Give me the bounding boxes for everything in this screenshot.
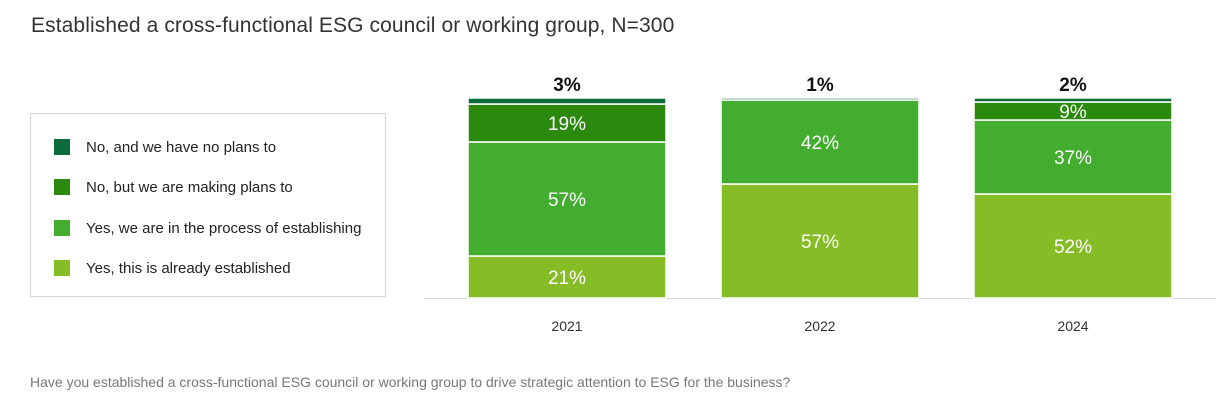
legend-item-making-plans: No, but we are making plans to — [54, 178, 293, 196]
legend-label: Yes, we are in the process of establishi… — [86, 219, 362, 237]
legend-label: No, and we have no plans to — [86, 138, 277, 156]
bar-segment-2021-4 — [467, 97, 667, 105]
bar-segment-2024-1 — [973, 193, 1173, 299]
chart-title: Established a cross-functional ESG counc… — [31, 14, 675, 37]
bar-segment-2021-1 — [467, 255, 667, 299]
x-tick-label: 2022 — [804, 318, 835, 334]
data-label: 9% — [1059, 102, 1087, 123]
data-label: 57% — [548, 190, 586, 211]
bar-segment-2022-4 — [720, 97, 920, 101]
data-label: 21% — [548, 268, 586, 289]
legend: No, and we have no plans to No, but we a… — [30, 113, 386, 297]
legend-swatch — [54, 179, 70, 195]
bar-segment-2021-3 — [467, 103, 667, 143]
data-label: 3% — [553, 75, 581, 96]
legend-swatch — [54, 139, 70, 155]
legend-swatch — [54, 220, 70, 236]
legend-item-established: Yes, this is already established — [54, 259, 291, 277]
data-label: 2% — [1059, 75, 1087, 96]
data-label: 57% — [801, 232, 839, 253]
bar-segment-2022-1 — [720, 183, 920, 299]
stacked-bar-chart: 21% 57% 19% 3% 2021 57% 42% 1% 2022 52% 37% 9% 2% 202… — [425, 75, 1216, 334]
data-label: 42% — [801, 133, 839, 154]
data-label: 52% — [1054, 237, 1092, 258]
bar-segment-2024-4 — [973, 97, 1173, 103]
data-label: 19% — [548, 114, 586, 135]
data-label: 1% — [806, 75, 834, 96]
bar-segment-2024-2 — [973, 119, 1173, 195]
data-label: 37% — [1054, 148, 1092, 169]
legend-label: Yes, this is already established — [86, 259, 291, 277]
legend-item-no-plans: No, and we have no plans to — [54, 138, 276, 156]
x-tick-label: 2024 — [1057, 318, 1088, 334]
legend-label: No, but we are making plans to — [86, 178, 293, 196]
bar-segment-2021-2 — [467, 141, 667, 257]
bar-segment-2022-2 — [720, 99, 920, 185]
x-tick-label: 2021 — [551, 318, 582, 334]
legend-swatch — [54, 260, 70, 276]
legend-item-in-process: Yes, we are in the process of establishi… — [54, 219, 361, 237]
question-footnote: Have you established a cross-functional … — [30, 374, 791, 390]
